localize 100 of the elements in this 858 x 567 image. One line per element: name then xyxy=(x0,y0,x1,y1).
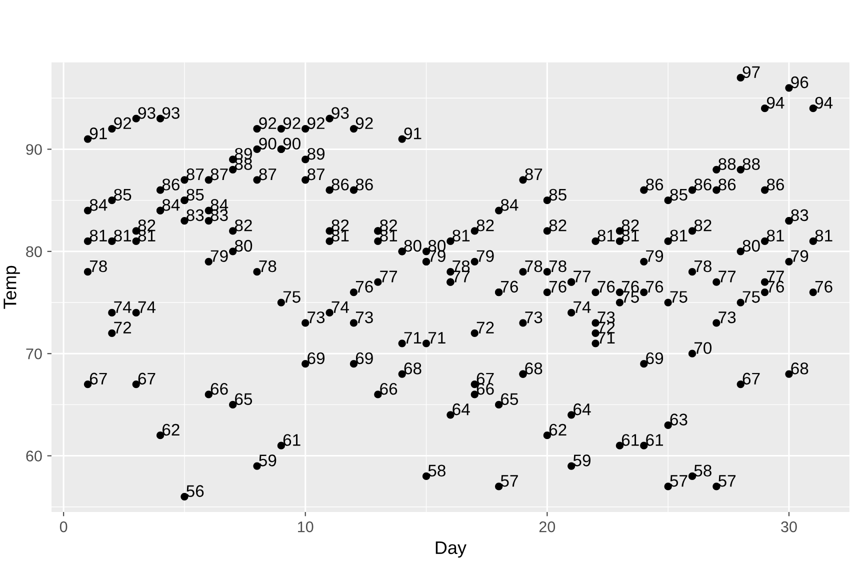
data-label: 88 xyxy=(742,158,760,170)
data-label: 75 xyxy=(283,291,300,303)
data-label: 91 xyxy=(404,128,422,140)
data-label: 75 xyxy=(670,291,688,303)
data-label: 80 xyxy=(234,240,252,252)
data-label: 90 xyxy=(283,138,300,150)
data-label: 76 xyxy=(549,280,566,293)
data-label: 68 xyxy=(404,362,422,374)
data-label: 75 xyxy=(742,291,760,303)
data-label: 82 xyxy=(234,219,252,232)
data-label: 64 xyxy=(574,403,591,416)
data-label: 73 xyxy=(525,311,542,324)
data-label: 79 xyxy=(646,250,664,262)
data-label: 82 xyxy=(549,219,566,232)
data-label: 78 xyxy=(90,260,107,272)
x-tick-label: 0 xyxy=(60,521,68,532)
data-label: 57 xyxy=(670,475,688,487)
data-label: 78 xyxy=(525,260,542,272)
data-label: 85 xyxy=(186,188,204,201)
data-label: 73 xyxy=(356,311,373,324)
data-label: 62 xyxy=(549,424,566,436)
data-label: 84 xyxy=(90,199,108,211)
data-label: 61 xyxy=(646,434,664,446)
data-label: 87 xyxy=(186,168,204,180)
data-label: 66 xyxy=(476,382,494,395)
data-label: 69 xyxy=(356,352,373,364)
data-label: 58 xyxy=(428,464,446,477)
data-label: 85 xyxy=(114,188,132,201)
data-label: 87 xyxy=(525,168,542,180)
data-label: 74 xyxy=(332,301,349,313)
data-label: 68 xyxy=(791,362,808,374)
data-label: 85 xyxy=(670,188,688,201)
data-label: 59 xyxy=(259,454,276,466)
data-label: 68 xyxy=(525,362,542,374)
data-label: 72 xyxy=(114,322,132,334)
data-label: 92 xyxy=(356,117,373,130)
data-label: 70 xyxy=(694,342,712,354)
data-label: 58 xyxy=(694,464,712,477)
y-axis-title: Temp xyxy=(4,266,20,309)
data-label: 90 xyxy=(259,138,276,150)
data-label: 72 xyxy=(476,322,494,334)
data-label: 74 xyxy=(138,301,156,313)
data-label: 76 xyxy=(815,280,832,293)
data-label: 78 xyxy=(694,260,712,272)
data-label: 66 xyxy=(210,382,228,395)
x-tick-label: 20 xyxy=(539,521,556,532)
data-label: 67 xyxy=(90,372,107,385)
data-label: 81 xyxy=(90,230,107,242)
data-label: 80 xyxy=(742,240,760,252)
data-label: 61 xyxy=(622,434,639,446)
data-label: 86 xyxy=(694,178,712,190)
data-label: 67 xyxy=(742,372,760,385)
data-label: 86 xyxy=(646,178,664,190)
data-label: 79 xyxy=(791,250,808,262)
data-label: 92 xyxy=(114,117,132,130)
data-label: 62 xyxy=(162,424,180,436)
y-tick-label: 70 xyxy=(26,348,42,360)
data-label: 81 xyxy=(670,230,688,242)
data-label: 66 xyxy=(380,382,398,395)
data-label: 77 xyxy=(574,270,590,282)
data-label: 65 xyxy=(501,393,518,406)
data-label: 56 xyxy=(186,485,204,497)
data-label: 84 xyxy=(500,199,518,211)
data-label: 78 xyxy=(259,260,276,272)
data-label: 76 xyxy=(356,280,373,293)
data-label: 87 xyxy=(307,168,324,180)
data-label: 79 xyxy=(476,250,494,262)
data-label: 71 xyxy=(428,332,446,344)
data-label: 76 xyxy=(646,280,664,293)
data-label: 92 xyxy=(308,117,324,130)
data-label: 94 xyxy=(766,96,784,109)
data-label: 87 xyxy=(210,168,228,180)
data-label: 86 xyxy=(162,178,180,190)
data-label: 81 xyxy=(766,230,784,242)
data-label: 63 xyxy=(670,414,688,426)
data-label: 93 xyxy=(138,107,156,119)
data-label: 59 xyxy=(573,454,590,466)
data-label: 97 xyxy=(742,66,760,78)
data-label: 69 xyxy=(646,352,664,364)
data-label: 82 xyxy=(476,219,494,232)
data-label: 67 xyxy=(138,372,156,385)
data-label: 71 xyxy=(404,332,422,344)
y-tick-label: 90 xyxy=(26,144,42,155)
data-label: 61 xyxy=(283,434,300,446)
data-label: 77 xyxy=(380,270,397,282)
x-tick-label: 30 xyxy=(781,521,797,532)
data-label: 83 xyxy=(186,209,204,222)
data-label: 86 xyxy=(718,178,736,190)
data-label: 82 xyxy=(694,219,712,232)
data-label: 93 xyxy=(162,107,180,119)
data-label: 84 xyxy=(162,199,180,211)
data-label: 93 xyxy=(332,107,349,119)
data-label: 79 xyxy=(210,250,228,262)
y-tick-label: 80 xyxy=(26,246,42,258)
data-label: 78 xyxy=(549,260,566,272)
data-label: 57 xyxy=(500,475,518,487)
data-label: 73 xyxy=(308,311,325,324)
data-label: 69 xyxy=(308,352,325,364)
data-label: 85 xyxy=(549,188,566,201)
x-axis-title: Day xyxy=(436,541,466,558)
